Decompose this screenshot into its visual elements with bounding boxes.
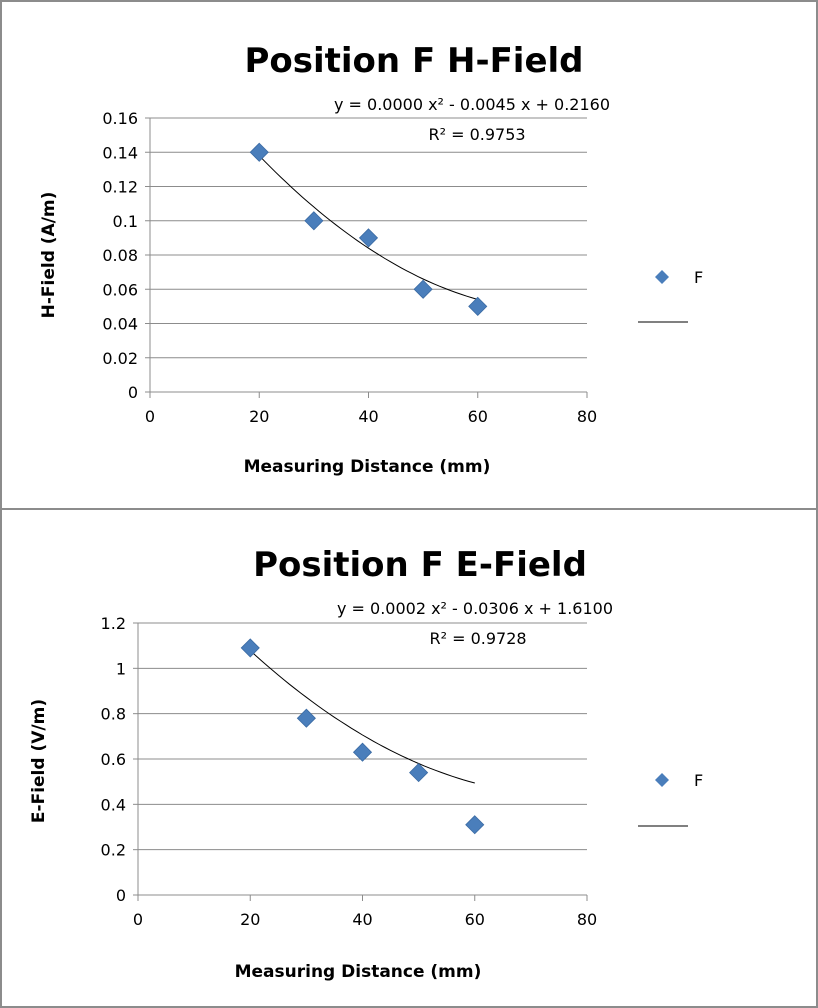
h-field-legend-marker: [655, 270, 669, 284]
e-field-data-point: [409, 763, 429, 783]
h-field-x-tick-label: 60: [468, 407, 488, 426]
h-field-chart: Position F H-Field 0 0.02 0.04 0.06 0.08 0.1 0.…: [39, 41, 703, 477]
h-field-data-point: [413, 279, 433, 299]
e-field-legend-marker: [655, 773, 669, 787]
h-field-data-point: [468, 296, 488, 316]
e-field-x-tick-label: 0: [133, 910, 143, 929]
h-field-y-tick-label: 0.12: [102, 178, 138, 197]
h-field-trendline-equation: y = 0.0000 x² - 0.0045 x + 0.2160: [334, 95, 610, 114]
e-field-x-tick-label: 20: [240, 910, 260, 929]
h-field-x-axis-label: Measuring Distance (mm): [244, 457, 491, 477]
e-field-data-point: [465, 815, 485, 835]
e-field-x-axis-label: Measuring Distance (mm): [235, 962, 482, 982]
h-field-data-point: [249, 142, 269, 162]
e-field-y-tick-label: 1: [116, 659, 126, 678]
e-field-x-tick-label: 80: [577, 910, 597, 929]
e-field-title: Position F E-Field: [253, 545, 587, 585]
h-field-y-tick-label: 0: [128, 383, 138, 402]
h-field-chart-panel: Position F H-Field 0 0.02 0.04 0.06 0.08 0.1 0.…: [0, 0, 818, 510]
e-field-x-tick-label: 60: [465, 910, 485, 929]
e-field-data-point: [240, 638, 260, 658]
h-field-r-squared: R² = 0.9753: [428, 125, 525, 144]
h-field-y-tick-label: 0.14: [102, 143, 138, 162]
e-field-y-tick-label: 0.8: [101, 705, 126, 724]
e-field-y-axis-label: E-Field (V/m): [29, 699, 49, 823]
e-field-trendline-equation: y = 0.0002 x² - 0.0306 x + 1.6100: [337, 599, 613, 618]
h-field-y-tick-label: 0.16: [102, 109, 138, 128]
h-field-title: Position F H-Field: [244, 41, 583, 81]
h-field-x-tick-label: 20: [249, 407, 269, 426]
h-field-data-point: [358, 228, 379, 248]
e-field-y-tick-label: 0.6: [101, 750, 126, 769]
e-field-data-point: [296, 708, 316, 728]
e-field-legend-label: F: [694, 771, 703, 790]
h-field-y-tick-label: 0.02: [102, 349, 138, 368]
e-field-y-tick-label: 1.2: [101, 614, 126, 633]
e-field-x-tick-label: 40: [352, 910, 372, 929]
e-field-data-point: [352, 742, 373, 762]
h-field-y-tick-label: 0.1: [113, 212, 138, 231]
h-field-legend-label: F: [694, 268, 703, 287]
h-field-x-tick-label: 40: [358, 407, 378, 426]
h-field-x-tick-label: 80: [577, 407, 597, 426]
e-field-y-tick-label: 0: [116, 886, 126, 905]
e-field-trendline: [249, 650, 475, 784]
h-field-y-tick-label: 0.04: [102, 315, 138, 334]
e-field-y-tick-label: 0.2: [101, 841, 126, 860]
h-field-x-tick-label: 0: [145, 407, 155, 426]
h-field-data-point: [304, 211, 324, 231]
e-field-r-squared: R² = 0.9728: [429, 629, 526, 648]
h-field-y-axis-label: H-Field (A/m): [39, 192, 59, 319]
h-field-y-tick-label: 0.06: [102, 280, 138, 299]
e-field-chart-panel: Position F E-Field 0 0.2 0.4 0.6 0.8 1 1.2 0 20 40…: [0, 508, 818, 1008]
e-field-y-tick-label: 0.4: [101, 795, 126, 814]
h-field-trendline: [258, 155, 478, 300]
e-field-chart: Position F E-Field 0 0.2 0.4 0.6 0.8 1 1.2 0 20 40…: [29, 545, 703, 982]
h-field-y-tick-label: 0.08: [102, 246, 138, 265]
